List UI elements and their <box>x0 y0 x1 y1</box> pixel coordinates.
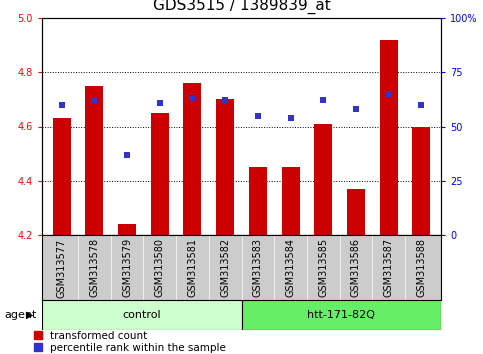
Bar <box>282 167 299 235</box>
Bar <box>347 189 365 235</box>
Point <box>417 102 425 108</box>
Text: GSM313586: GSM313586 <box>351 238 361 297</box>
Bar <box>85 86 103 235</box>
Point <box>188 96 196 101</box>
Text: GSM313583: GSM313583 <box>253 238 263 297</box>
Bar <box>42 300 242 330</box>
Text: control: control <box>122 310 161 320</box>
Point <box>352 106 360 112</box>
Bar <box>216 99 234 235</box>
Text: GSM313582: GSM313582 <box>220 238 230 297</box>
Point <box>58 102 66 108</box>
Bar <box>249 167 267 235</box>
Text: GSM313579: GSM313579 <box>122 238 132 297</box>
Bar <box>184 83 201 235</box>
Text: GSM313577: GSM313577 <box>57 238 67 297</box>
Bar <box>151 113 169 235</box>
Point <box>287 115 295 121</box>
Text: GSM313587: GSM313587 <box>384 238 394 297</box>
Text: GSM313580: GSM313580 <box>155 238 165 297</box>
Text: htt-171-82Q: htt-171-82Q <box>307 310 375 320</box>
Point <box>156 100 164 105</box>
Text: GSM313588: GSM313588 <box>416 238 426 297</box>
Text: GSM313578: GSM313578 <box>89 238 99 297</box>
Bar <box>242 300 441 330</box>
Point <box>221 98 229 103</box>
Text: GSM313581: GSM313581 <box>187 238 198 297</box>
Point <box>90 98 98 103</box>
Point <box>123 152 131 158</box>
Bar <box>118 224 136 235</box>
Legend: transformed count, percentile rank within the sample: transformed count, percentile rank withi… <box>34 331 226 353</box>
Text: agent: agent <box>5 310 37 320</box>
Bar <box>380 40 398 235</box>
Text: GDS3515 / 1389839_at: GDS3515 / 1389839_at <box>153 0 330 15</box>
Bar <box>412 126 430 235</box>
Bar <box>314 124 332 235</box>
Point <box>319 98 327 103</box>
Bar <box>53 118 71 235</box>
Point <box>254 113 262 119</box>
Text: GSM313585: GSM313585 <box>318 238 328 297</box>
Text: ▶: ▶ <box>26 310 34 320</box>
Point <box>385 91 393 97</box>
Text: GSM313584: GSM313584 <box>285 238 296 297</box>
